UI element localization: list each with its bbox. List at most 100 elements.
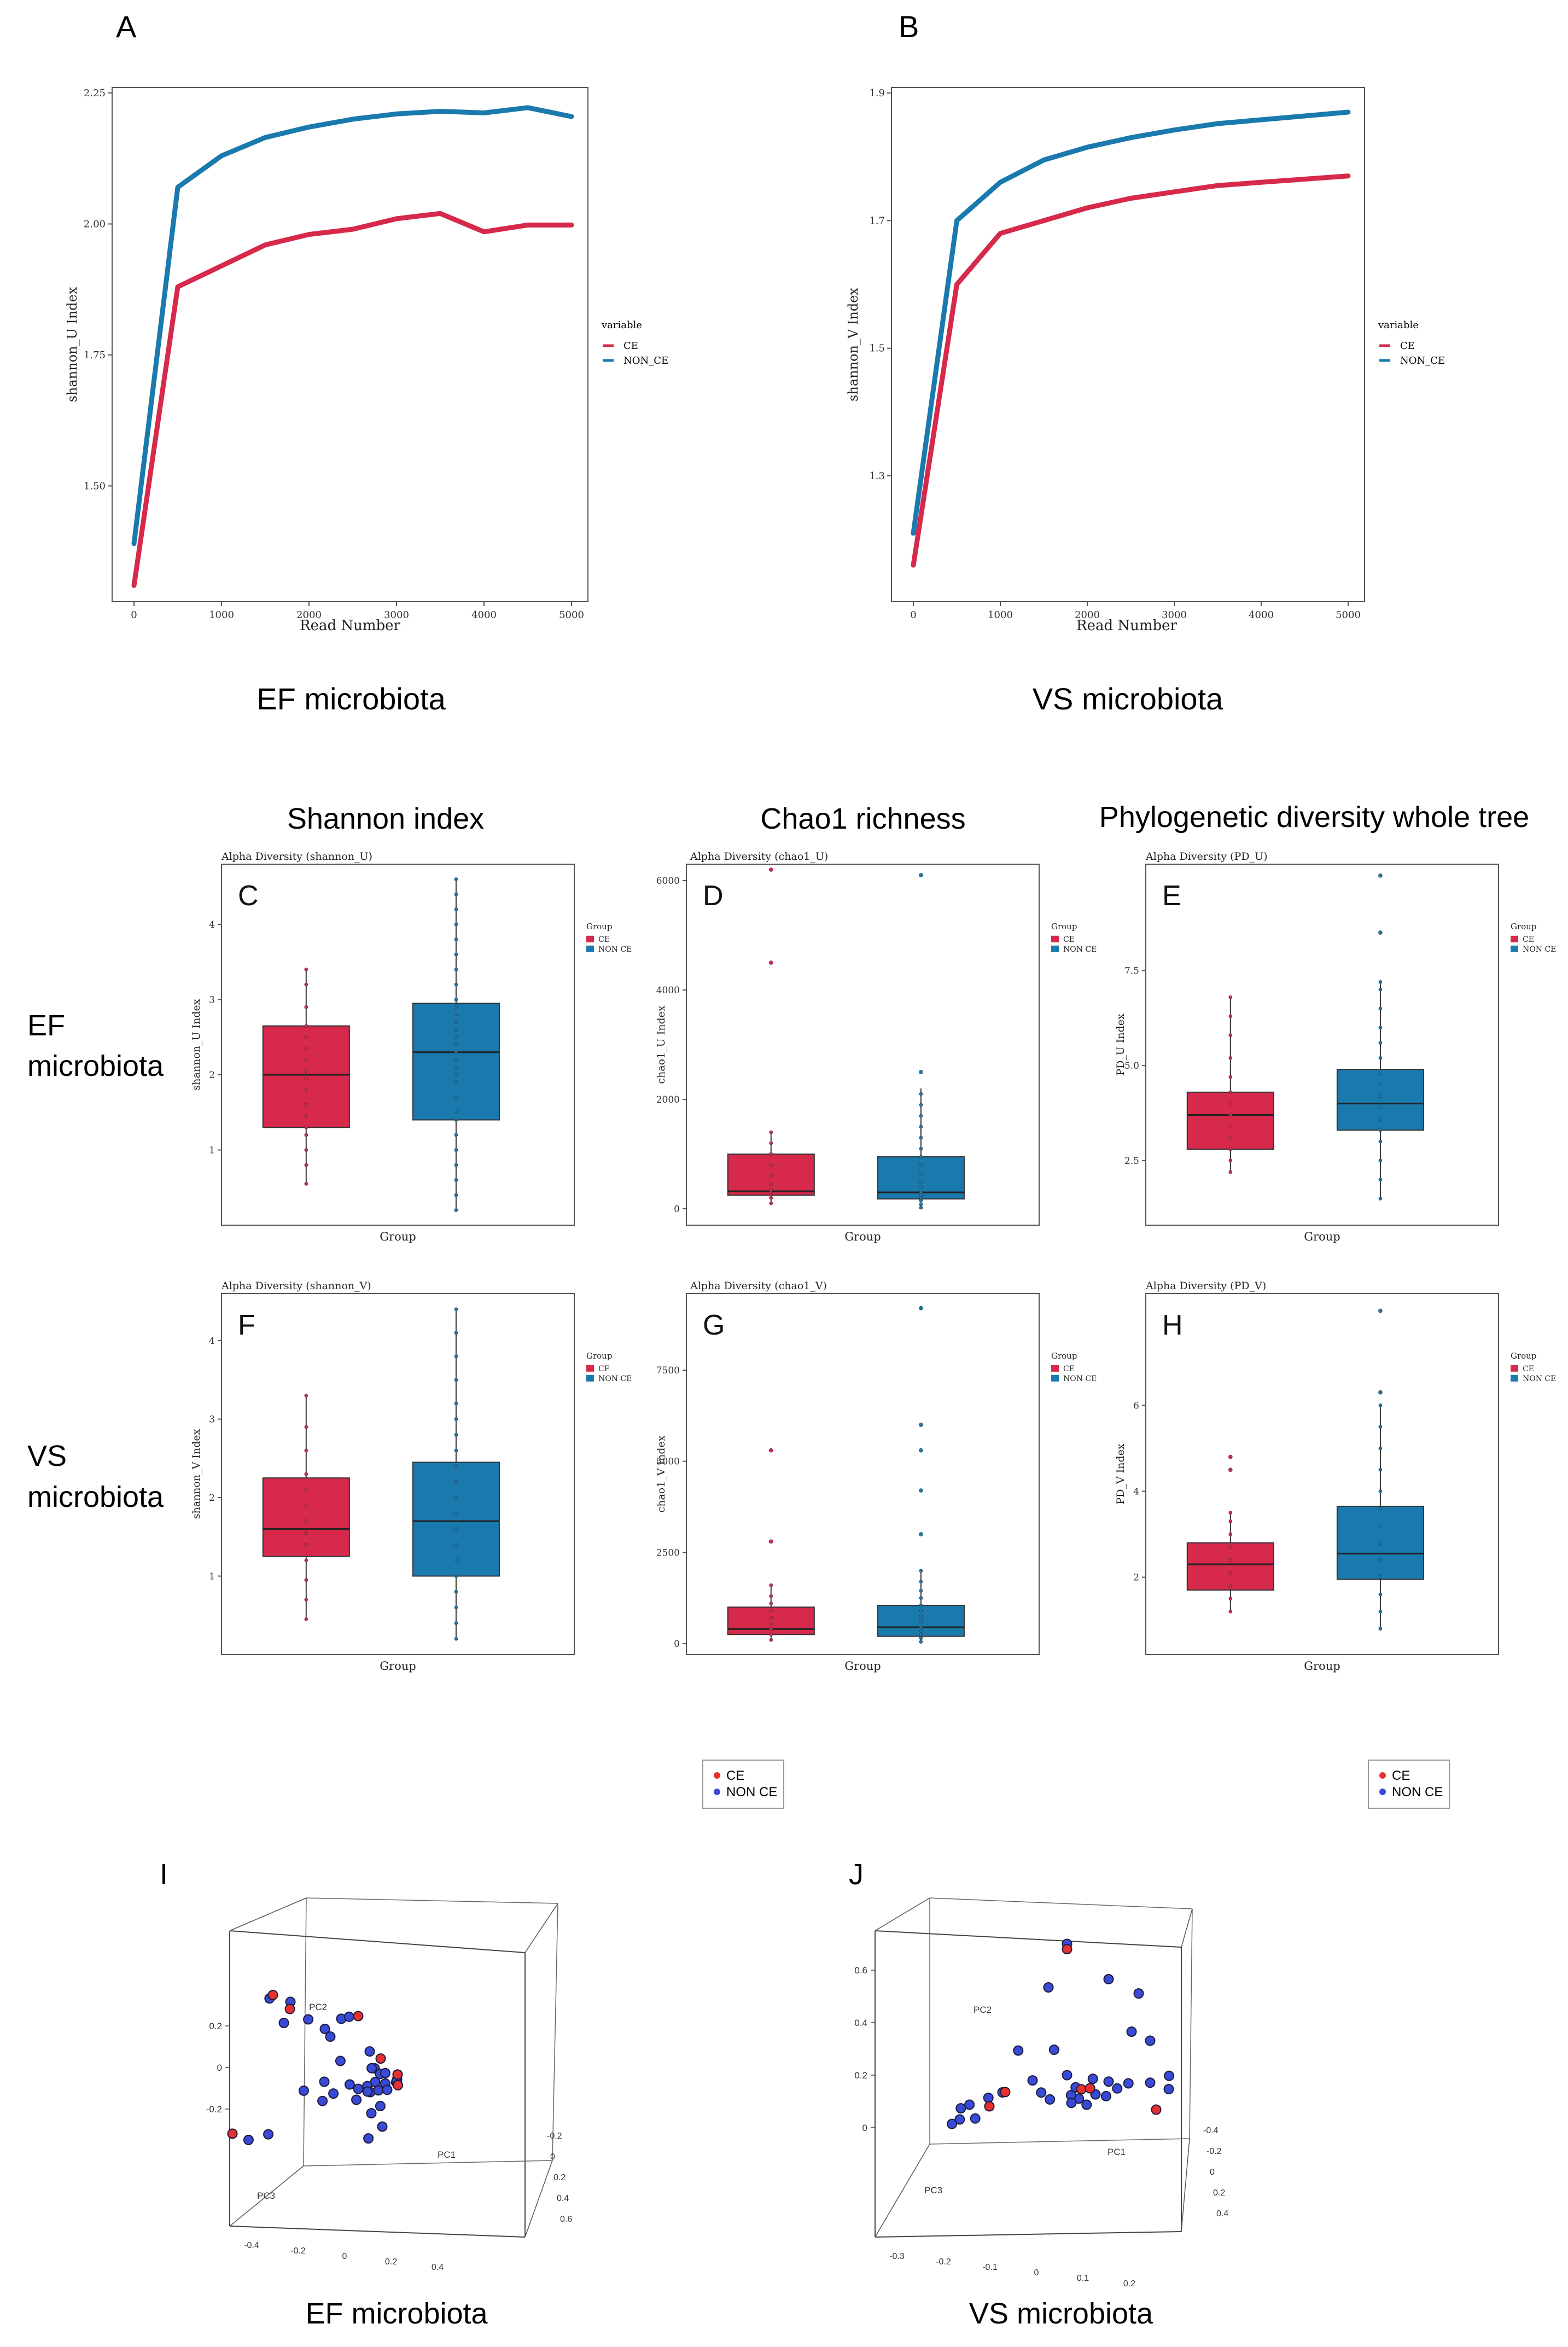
- caption-ef-bottom: EF microbiota: [305, 2297, 488, 2330]
- jitter-point-ce: [1228, 1125, 1233, 1128]
- pc1-tick-label: 0: [1210, 2168, 1215, 2177]
- jitter-point-ce: [1228, 1583, 1233, 1588]
- legend-swatch-ce: [1511, 935, 1518, 942]
- pcoa-point-non-ce: [1045, 2094, 1056, 2105]
- jitter-point-non-ce: [454, 1511, 458, 1516]
- legend-label-nonce-A: NON_CE: [623, 355, 668, 366]
- jitter-point-non-ce: [1378, 1541, 1383, 1545]
- jitter-point-ce: [304, 1448, 308, 1453]
- cube-edge-depth: [524, 1903, 558, 1953]
- legend-label-nonce-B: NON_CE: [1400, 355, 1445, 366]
- legend-label-ce: CE: [1523, 935, 1534, 944]
- jitter-point-non-ce: [919, 1596, 923, 1600]
- outlier-point-ce: [769, 1539, 773, 1544]
- pc3-tick-label: -0.1: [982, 2263, 998, 2272]
- y-tick-label: 0: [674, 1639, 680, 1650]
- jitter-point-ce: [304, 1046, 308, 1051]
- legend-title: Group: [586, 1351, 612, 1361]
- jitter-point-non-ce: [919, 1185, 923, 1189]
- jitter-point-non-ce: [454, 1095, 458, 1099]
- jitter-point-non-ce: [454, 907, 458, 911]
- pc1-tick-label: 0.2: [553, 2173, 566, 2182]
- jitter-point-non-ce: [454, 922, 458, 927]
- jitter-point-non-ce: [919, 1569, 923, 1573]
- pcoa-point-non-ce: [362, 2086, 373, 2097]
- box-ce: [262, 1025, 350, 1128]
- line-chart-A: 1.50 1.75 2.00 2.25 0 1000 2000 3000 4000 5000 Rea…: [65, 87, 588, 634]
- jitter-point-ce: [304, 1035, 308, 1039]
- jitter-point-ce: [304, 1394, 308, 1397]
- y-axis-label: PD_V Index: [1115, 1443, 1127, 1504]
- legend-label-non-ce: NON CE: [598, 945, 632, 954]
- panel-label-I: I: [160, 1858, 168, 1891]
- panel-label-C: C: [238, 880, 259, 912]
- jitter-point-ce: [304, 1472, 308, 1476]
- jitter-point-ce: [769, 1616, 773, 1620]
- jitter-point-ce: [304, 1504, 308, 1507]
- pcoa-point-non-ce: [335, 2055, 346, 2066]
- legend-title-B: variable: [1378, 319, 1419, 331]
- jitter-point-non-ce: [1378, 1467, 1383, 1472]
- cube-edge-front: [875, 2231, 1182, 2238]
- jitter-point-ce: [304, 1148, 308, 1152]
- jitter-point-ce: [304, 1598, 308, 1601]
- jitter-point-non-ce: [1378, 1139, 1383, 1144]
- row-label-vs-line2: microbiota: [27, 1481, 164, 1513]
- pcoa-point-ce: [393, 2080, 404, 2090]
- pcoa-point-ce: [284, 2004, 295, 2014]
- legend-title: Group: [586, 922, 612, 931]
- x-axis-label: Group: [844, 1230, 881, 1243]
- jitter-point-non-ce: [1378, 1197, 1383, 1201]
- row-label-ef-line2: microbiota: [27, 1050, 164, 1082]
- jitter-point-non-ce: [1378, 1128, 1383, 1132]
- jitter-point-non-ce: [919, 1179, 923, 1184]
- y-tick-label: 5.0: [1124, 1061, 1139, 1071]
- outlier-point-non-ce: [919, 1306, 923, 1311]
- pcoa-point-non-ce: [364, 2046, 375, 2057]
- legend-label-non-ce: NON CE: [598, 1375, 632, 1383]
- y-tick-label: 5000: [656, 1457, 680, 1467]
- jitter-point-ce: [304, 1125, 308, 1129]
- pcoa-point-non-ce: [366, 2063, 377, 2074]
- pcoa-point-non-ce: [1048, 2045, 1059, 2055]
- pc2-tick-label: 0: [217, 2063, 222, 2073]
- pcoa-point-non-ce: [317, 2095, 328, 2106]
- jitter-point-non-ce: [454, 1621, 458, 1625]
- panel-label-H: H: [1162, 1309, 1183, 1341]
- pc3-tick-label: 0.2: [385, 2257, 397, 2267]
- jitter-point-ce: [304, 1024, 308, 1028]
- pcoa-point-ce: [984, 2101, 995, 2112]
- row-label-ef-line1: EF: [27, 1009, 65, 1042]
- x-tick-label: 2000: [296, 609, 322, 621]
- y-tick-label: 1.5: [869, 343, 885, 354]
- jitter-point-non-ce: [1378, 1105, 1383, 1109]
- jitter-point-ce: [769, 1201, 773, 1205]
- plot-frame: [686, 864, 1040, 1226]
- legend-swatch-ce: [586, 935, 594, 942]
- outlier-point-ce: [1228, 1467, 1233, 1472]
- pcoa-point-non-ce: [351, 2094, 362, 2105]
- x-tick-label: 0: [131, 609, 137, 621]
- y-tick-label: 2.5: [1124, 1156, 1139, 1167]
- legend-label-ce: CE: [598, 935, 610, 944]
- jitter-point-ce: [304, 1488, 308, 1492]
- jitter-point-ce: [304, 1617, 308, 1621]
- series-line-non-ce: [911, 109, 1351, 536]
- pc1-tick-label: -0.4: [1203, 2126, 1219, 2135]
- jitter-point-non-ce: [919, 1163, 923, 1167]
- pc2-tick-label: -0.2: [206, 2104, 222, 2115]
- x-axis-label: Read Number: [300, 618, 401, 634]
- pc2-tick-label: 0: [862, 2123, 867, 2133]
- jitter-point-non-ce: [454, 1432, 458, 1437]
- jitter-point-non-ce: [454, 1558, 458, 1563]
- jitter-point-non-ce: [454, 1464, 458, 1468]
- pcoa-point-ce: [1000, 2087, 1011, 2098]
- legend-label-ce-A: CE: [623, 340, 638, 352]
- legend-label-ce-right: CE: [1392, 1768, 1410, 1783]
- cube-edge-back: [929, 2138, 1190, 2145]
- y-axis-label: chao1_V Index: [655, 1435, 667, 1512]
- x-tick-label: 4000: [471, 609, 497, 621]
- outlier-point-ce: [769, 1448, 773, 1453]
- legend-B: variable CE NON_CE: [1378, 319, 1445, 366]
- legend-title: Group: [1511, 1351, 1536, 1361]
